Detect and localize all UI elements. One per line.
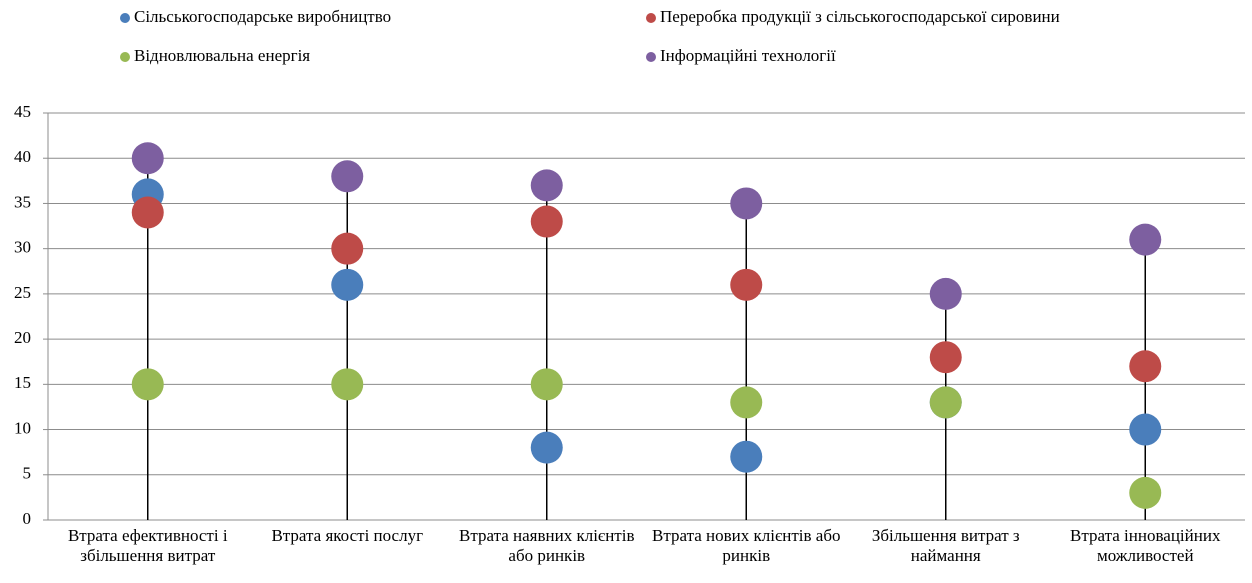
x-tick-label: Збільшення витрат з наймання bbox=[871, 526, 1020, 565]
y-tick-label: 0 bbox=[23, 509, 32, 528]
legend-label: Сільськогосподарське виробництво bbox=[134, 7, 391, 26]
dot bbox=[331, 368, 364, 401]
legend-label: Інформаційні технології bbox=[660, 46, 836, 65]
x-tick-wrap: Збільшення витрат з наймання bbox=[871, 526, 1020, 565]
dot bbox=[530, 205, 563, 238]
dot bbox=[131, 196, 164, 229]
dot bbox=[929, 341, 962, 374]
dot bbox=[730, 268, 763, 301]
dot bbox=[131, 142, 164, 175]
x-tick-label: Втрата ефективності і збільшення витрат bbox=[67, 526, 228, 565]
x-tick-label: Втрата нових клієнтів або ринків bbox=[652, 526, 841, 565]
y-tick-label: 10 bbox=[14, 418, 31, 437]
dot bbox=[331, 268, 364, 301]
dot bbox=[530, 169, 563, 202]
y-tick-label: 45 bbox=[14, 102, 31, 121]
dot bbox=[1129, 413, 1162, 446]
dot bbox=[530, 368, 563, 401]
dot bbox=[929, 386, 962, 419]
y-tick-label: 35 bbox=[14, 192, 31, 211]
x-tick-wrap: Втрата нових клієнтів або ринків bbox=[652, 526, 841, 565]
legend-label: Відновлювальна енергія bbox=[134, 46, 310, 65]
dot bbox=[929, 277, 962, 310]
dot bbox=[730, 386, 763, 419]
legend-marker bbox=[646, 13, 656, 23]
y-tick-label: 20 bbox=[14, 328, 31, 347]
dot bbox=[730, 187, 763, 220]
legend-marker bbox=[646, 52, 656, 62]
legend-marker bbox=[120, 13, 130, 23]
legend-marker bbox=[120, 52, 130, 62]
legend-label: Переробка продукції з сільськогосподарсь… bbox=[660, 7, 1060, 26]
y-tick-label: 40 bbox=[14, 147, 31, 166]
dot bbox=[1129, 476, 1162, 509]
y-tick-label: 25 bbox=[14, 283, 31, 302]
dot bbox=[131, 368, 164, 401]
dot bbox=[331, 232, 364, 265]
dot bbox=[331, 160, 364, 193]
x-tick-wrap: Втрата інноваційних можливостей bbox=[1070, 526, 1221, 565]
dot bbox=[1129, 350, 1162, 383]
x-tick-wrap: Втрата якості послуг bbox=[271, 526, 424, 545]
dot bbox=[730, 440, 763, 473]
x-tick-wrap: Втрата наявних клієнтів або ринків bbox=[459, 526, 635, 565]
dot bbox=[1129, 223, 1162, 256]
y-tick-label: 30 bbox=[14, 238, 31, 257]
x-tick-label: Втрата інноваційних можливостей bbox=[1070, 526, 1221, 565]
dot bbox=[530, 431, 563, 464]
y-tick-label: 15 bbox=[14, 373, 31, 392]
x-tick-label: Втрата наявних клієнтів або ринків bbox=[459, 526, 635, 565]
x-tick-wrap: Втрата ефективності і збільшення витрат bbox=[67, 526, 228, 565]
x-tick-label: Втрата якості послуг bbox=[271, 526, 424, 545]
y-tick-label: 5 bbox=[23, 464, 32, 483]
